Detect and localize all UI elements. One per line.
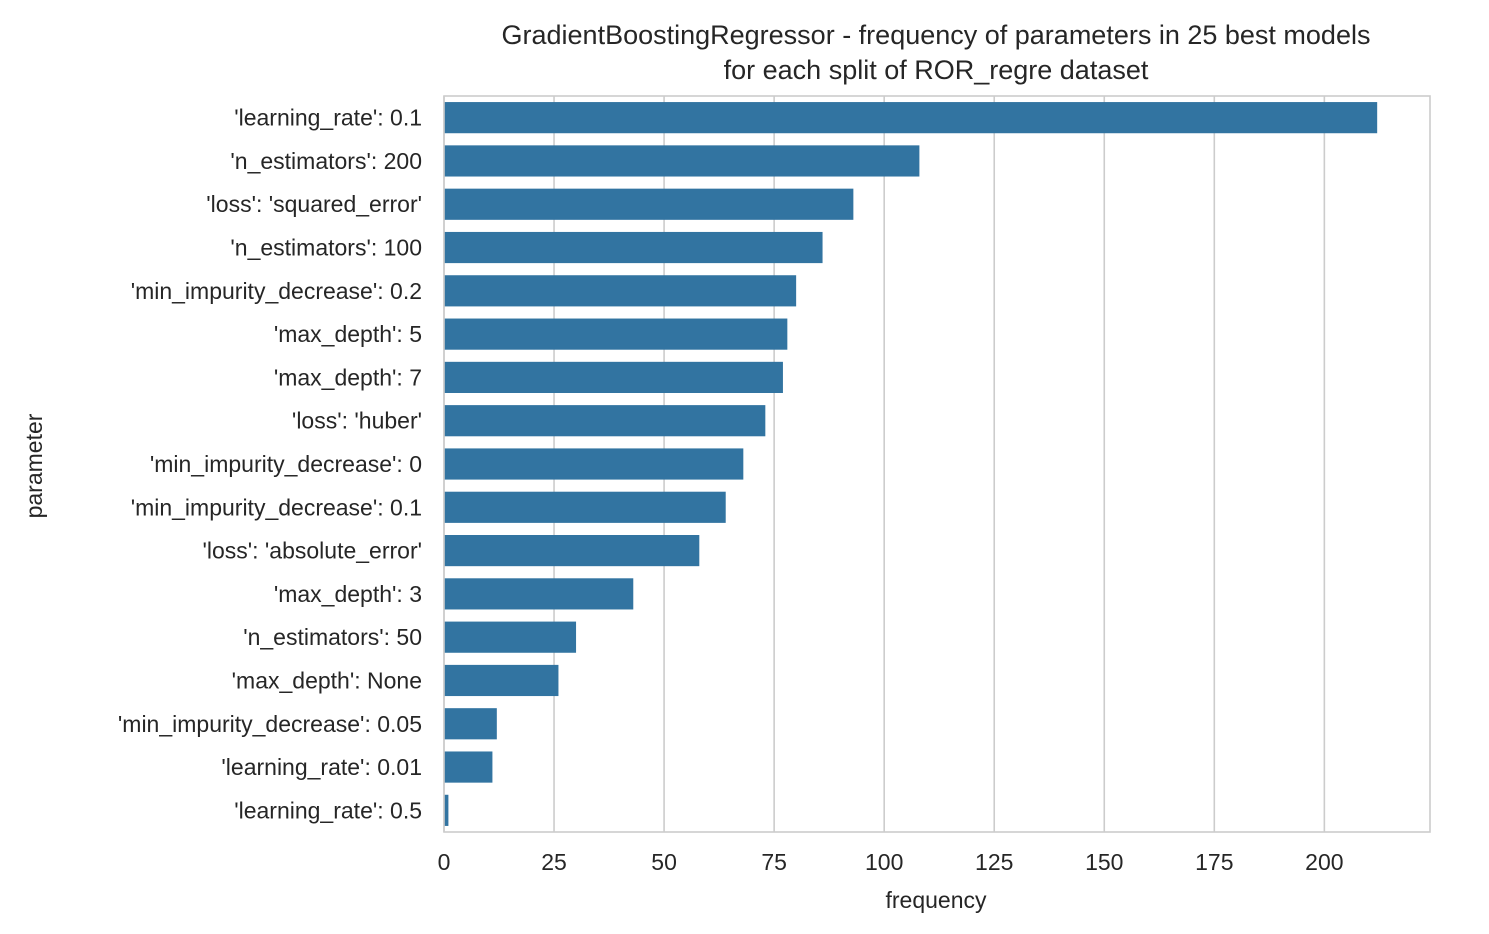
bar [444, 708, 497, 740]
x-tick-layer: 0 25 50 75 100 125 150 175 200 [438, 849, 1344, 875]
x-tick-label: 25 [541, 849, 567, 875]
y-tick-label: 'learning_rate': 0.1 [234, 105, 422, 131]
y-tick-label: 'min_impurity_decrease': 0.05 [118, 711, 422, 737]
y-tick-label: 'n_estimators': 100 [230, 235, 422, 261]
x-tick-label: 200 [1305, 849, 1343, 875]
y-tick-label: 'max_depth': 5 [274, 321, 422, 347]
bar-layer [444, 102, 1378, 826]
chart-title: GradientBoostingRegressor - frequency of… [502, 20, 1371, 50]
bar [444, 751, 493, 783]
y-tick-label: 'loss': 'huber' [292, 408, 422, 434]
x-tick-label: 100 [865, 849, 903, 875]
bar [444, 491, 726, 523]
x-tick-label: 125 [975, 849, 1013, 875]
y-tick-label: 'min_impurity_decrease': 0.1 [131, 494, 422, 520]
x-tick-label: 150 [1085, 849, 1123, 875]
bar [444, 448, 744, 480]
bar [444, 405, 766, 437]
y-axis-label: parameter [21, 413, 47, 518]
y-tick-layer: 'learning_rate': 0.1 'n_estimators': 200 '… [118, 105, 422, 824]
bar [444, 621, 577, 653]
y-tick-label: 'n_estimators': 50 [243, 624, 422, 650]
y-tick-label: 'max_depth': None [232, 667, 422, 693]
x-tick-label: 175 [1195, 849, 1233, 875]
x-tick-label: 0 [438, 849, 451, 875]
chart-subtitle: for each split of ROR_regre dataset [724, 55, 1149, 85]
bar [444, 145, 920, 177]
y-tick-label: 'loss': 'absolute_error' [202, 538, 422, 564]
bar [444, 275, 797, 307]
y-tick-label: 'max_depth': 3 [274, 581, 422, 607]
bar [444, 794, 449, 826]
bar [444, 535, 700, 567]
y-tick-label: 'min_impurity_decrease': 0 [150, 451, 422, 477]
x-tick-label: 50 [651, 849, 677, 875]
x-axis-label: frequency [885, 887, 987, 913]
bar [444, 231, 823, 264]
y-tick-label: 'loss': 'squared_error' [206, 191, 422, 217]
y-tick-label: 'n_estimators': 200 [230, 148, 422, 174]
bar [444, 102, 1378, 134]
y-tick-label: 'max_depth': 7 [274, 364, 422, 390]
x-tick-label: 75 [761, 849, 787, 875]
bar [444, 578, 634, 610]
y-tick-label: 'learning_rate': 0.5 [234, 797, 422, 823]
bar [444, 318, 788, 350]
plot-frame [443, 95, 1431, 833]
y-tick-label: 'min_impurity_decrease': 0.2 [131, 278, 422, 304]
y-tick-label: 'learning_rate': 0.01 [221, 754, 422, 780]
bar [444, 188, 854, 220]
bar [444, 361, 783, 393]
bar [444, 664, 559, 697]
